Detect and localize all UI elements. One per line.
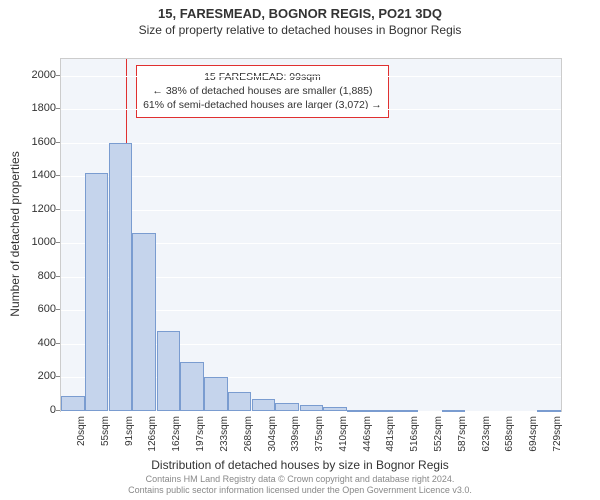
x-tick-label: 339sqm [290,416,301,466]
grid-line [61,76,561,77]
y-tick-label: 200 [16,370,56,382]
y-tick-label: 1600 [16,136,56,148]
x-tick-label: 91sqm [124,416,135,466]
y-tick-mark [56,309,60,310]
y-tick-mark [56,108,60,109]
x-tick-label: 20sqm [76,416,87,466]
y-tick-label: 1000 [16,236,56,248]
y-tick-mark [56,75,60,76]
x-tick-label: 481sqm [385,416,396,466]
annotation-line3: 61% of semi-detached houses are larger (… [143,98,382,112]
y-tick-label: 1400 [16,169,56,181]
histogram-bar [252,399,275,411]
x-tick-label: 446sqm [362,416,373,466]
y-tick-label: 1800 [16,102,56,114]
chart-title: 15, FARESMEAD, BOGNOR REGIS, PO21 3DQ [0,0,600,21]
y-tick-label: 800 [16,270,56,282]
footer-line2: Contains public sector information licen… [0,485,600,496]
histogram-bar [61,396,84,411]
footer-line1: Contains HM Land Registry data © Crown c… [0,474,600,485]
grid-line [61,176,561,177]
x-tick-label: 410sqm [338,416,349,466]
x-tick-label: 304sqm [267,416,278,466]
plot-area: 15 FARESMEAD: 99sqm ← 38% of detached ho… [60,58,562,412]
y-tick-mark [56,209,60,210]
y-tick-mark [56,410,60,411]
histogram-bar [180,362,203,411]
chart-subtitle: Size of property relative to detached ho… [0,21,600,37]
x-tick-label: 516sqm [409,416,420,466]
x-tick-label: 694sqm [528,416,539,466]
x-tick-label: 233sqm [219,416,230,466]
grid-line [61,411,561,412]
y-tick-mark [56,376,60,377]
grid-line [61,109,561,110]
y-tick-label: 0 [16,404,56,416]
x-tick-label: 552sqm [433,416,444,466]
x-tick-label: 55sqm [100,416,111,466]
y-tick-mark [56,242,60,243]
histogram-bar [323,407,346,411]
y-tick-mark [56,343,60,344]
x-tick-label: 587sqm [457,416,468,466]
annotation-line2: ← 38% of detached houses are smaller (1,… [143,84,382,98]
histogram-bar [228,392,251,411]
x-tick-label: 268sqm [243,416,254,466]
grid-line [61,210,561,211]
x-tick-label: 197sqm [195,416,206,466]
histogram-bar [442,410,465,412]
x-tick-label: 375sqm [314,416,325,466]
x-tick-label: 126sqm [147,416,158,466]
histogram-bar [300,405,323,411]
y-tick-label: 600 [16,303,56,315]
histogram-bar [204,377,227,411]
x-tick-label: 623sqm [481,416,492,466]
histogram-bar [537,410,560,412]
x-tick-label: 729sqm [552,416,563,466]
footer-text: Contains HM Land Registry data © Crown c… [0,474,600,496]
histogram-bar [371,410,394,412]
histogram-bar [109,143,132,411]
y-tick-label: 1200 [16,203,56,215]
chart-container: 15, FARESMEAD, BOGNOR REGIS, PO21 3DQ Si… [0,0,600,500]
y-tick-mark [56,276,60,277]
x-tick-label: 658sqm [504,416,515,466]
grid-line [61,143,561,144]
annotation-line1: 15 FARESMEAD: 99sqm [143,70,382,84]
y-tick-mark [56,142,60,143]
histogram-bar [85,173,108,411]
histogram-bar [394,410,417,412]
x-tick-label: 162sqm [171,416,182,466]
histogram-bar [157,331,180,411]
y-tick-label: 400 [16,337,56,349]
histogram-bar [275,403,298,411]
histogram-bar [132,233,155,411]
y-tick-mark [56,175,60,176]
histogram-bar [347,410,370,412]
y-tick-label: 2000 [16,69,56,81]
